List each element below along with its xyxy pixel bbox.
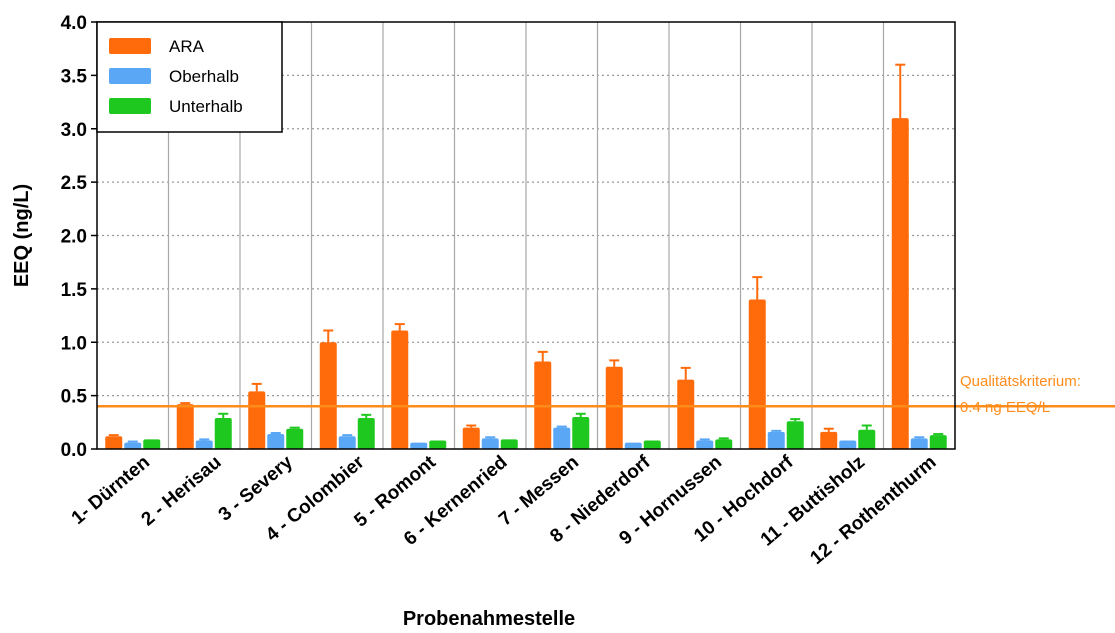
y-tick-label: 3.0 — [61, 120, 87, 141]
bar-oberhalb — [696, 440, 714, 449]
reference-line-label: Qualitätskriterium: — [960, 373, 1081, 390]
bar-oberhalb — [910, 438, 928, 449]
bar-ara — [248, 391, 266, 449]
bars-layer — [105, 63, 947, 449]
bar-unterhalb — [500, 439, 518, 449]
legend-swatch-oberhalb — [109, 68, 151, 84]
y-tick-label: 0.0 — [61, 440, 87, 461]
reference-line-value-label: 0.4 ng EEQ/L — [960, 399, 1050, 416]
bar-oberhalb — [624, 442, 642, 449]
y-tick-label: 3.5 — [61, 66, 88, 87]
bar-unterhalb — [357, 418, 375, 449]
bar-oberhalb — [124, 442, 142, 449]
y-tick-label: 2.0 — [61, 227, 87, 248]
bar-unterhalb — [286, 428, 304, 449]
bar-oberhalb — [481, 438, 499, 449]
y-axis-ticks: 0.0 0.5 1.0 1.5 2.0 2.5 3.0 3.5 4.0 — [61, 13, 97, 461]
bar-oberhalb — [553, 427, 571, 449]
y-axis-label: EEQ (ng/L) — [11, 184, 33, 287]
y-tick-label: 4.0 — [61, 13, 87, 34]
bar-oberhalb — [195, 440, 213, 449]
bar-oberhalb — [410, 442, 428, 449]
bar-ara — [105, 436, 123, 449]
legend-swatch-unterhalb — [109, 98, 151, 114]
legend-swatch-ara — [109, 38, 151, 54]
bar-unterhalb — [143, 439, 161, 449]
legend-label-unterhalb: Unterhalb — [169, 97, 243, 116]
bar-unterhalb — [643, 440, 661, 449]
y-tick-label: 1.0 — [61, 333, 87, 354]
bar-unterhalb — [572, 416, 590, 449]
bar-unterhalb — [929, 435, 947, 449]
legend: ARA Oberhalb Unterhalb — [96, 21, 283, 133]
bar-ara — [391, 330, 409, 449]
bar-oberhalb — [267, 434, 285, 449]
bar-oberhalb — [767, 431, 785, 449]
bar-ara — [677, 379, 695, 449]
y-tick-label: 2.5 — [61, 173, 88, 194]
bar-ara — [176, 404, 194, 449]
bar-ara — [748, 299, 766, 449]
x-axis-label: Probenahmestelle — [403, 608, 575, 630]
y-tick-label: 1.5 — [61, 280, 88, 301]
x-category-label: 2 - Herisau — [138, 452, 226, 531]
bar-ara — [319, 342, 337, 449]
bar-unterhalb — [715, 439, 733, 449]
bar-unterhalb — [786, 421, 804, 449]
x-category-label: 12 - Rothenthurm — [806, 452, 940, 569]
bar-ara — [891, 118, 909, 449]
bar-oberhalb — [839, 440, 857, 449]
grid-layer — [97, 22, 955, 449]
bar-ara — [462, 427, 480, 449]
legend-label-oberhalb: Oberhalb — [169, 67, 239, 86]
bar-unterhalb — [429, 440, 447, 449]
legend-label-ara: ARA — [169, 37, 205, 56]
bar-ara — [820, 431, 838, 449]
bar-unterhalb — [214, 418, 232, 449]
bar-oberhalb — [338, 436, 356, 449]
bar-ara — [605, 366, 623, 449]
y-tick-label: 0.5 — [61, 387, 88, 408]
bar-unterhalb — [858, 429, 876, 449]
